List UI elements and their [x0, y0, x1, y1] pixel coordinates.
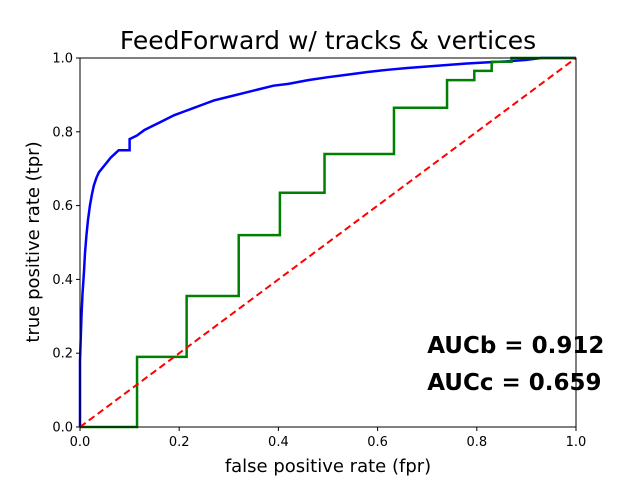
x-axis-ticks: 0.0 0.2 0.4 0.6 0.8 1.0 [70, 427, 587, 450]
x-tick-label: 0.0 [70, 435, 91, 450]
x-axis-label: false positive rate (fpr) [225, 456, 431, 477]
blue-roc-curve [78, 56, 576, 427]
y-axis-ticks: 0.0 0.2 0.4 0.6 0.8 1.0 [52, 52, 80, 436]
x-tick-label: 1.0 [566, 435, 587, 450]
annotation-layer: AUCb = 0.912 AUCc = 0.659 [427, 333, 604, 396]
aucc-annotation: AUCc = 0.659 [427, 370, 601, 396]
x-tick-label: 0.4 [268, 435, 289, 450]
y-tick-label: 0.8 [52, 125, 73, 140]
chart-title: FeedForward w/ tracks & vertices [120, 26, 536, 55]
y-tick-label: 0.0 [52, 421, 73, 436]
green-roc-curve [80, 56, 576, 429]
series-layer [78, 56, 577, 429]
y-tick-label: 0.4 [52, 273, 73, 288]
y-tick-label: 0.2 [52, 347, 73, 362]
chance-diagonal-line [79, 57, 577, 428]
x-tick-label: 0.6 [367, 435, 388, 450]
aucb-annotation: AUCb = 0.912 [427, 333, 604, 359]
y-tick-label: 1.0 [52, 52, 73, 67]
x-tick-label: 0.2 [169, 435, 190, 450]
x-tick-label: 0.8 [466, 435, 487, 450]
y-axis-label: true positive rate (tpr) [23, 141, 44, 342]
plot-frame [79, 57, 577, 428]
y-tick-label: 0.6 [52, 199, 73, 214]
